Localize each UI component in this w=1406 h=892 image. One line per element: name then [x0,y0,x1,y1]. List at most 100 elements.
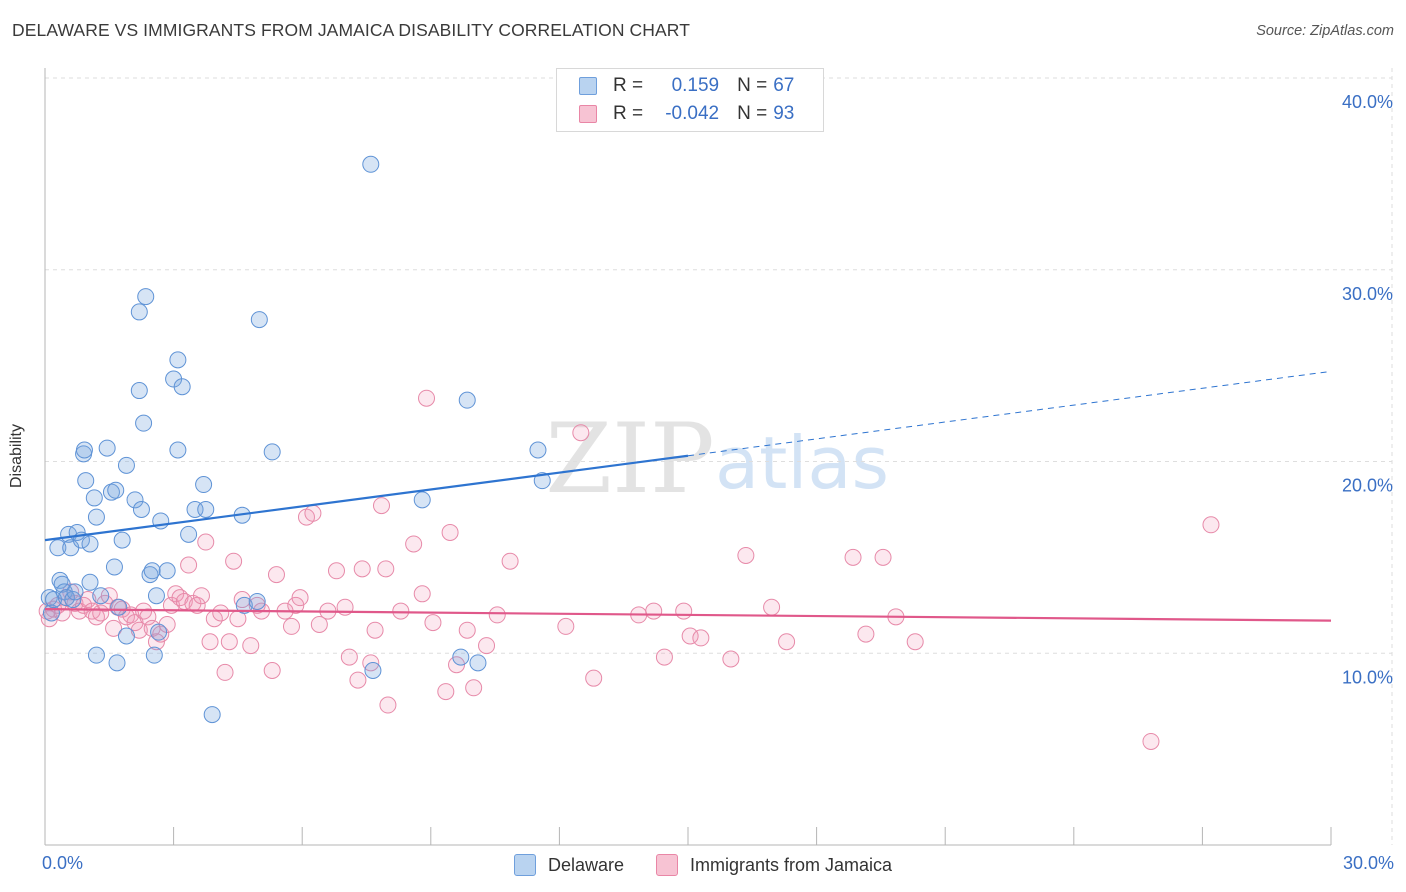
point-jamaica [100,587,118,605]
bottom-legend: Delaware Immigrants from Jamaica [0,852,1406,878]
point-jamaica [197,533,215,551]
point-delaware [57,589,75,607]
legend-n-value: 93 [773,103,795,124]
point-jamaica [675,602,693,620]
point-jamaica [216,663,234,681]
point-delaware [248,592,266,610]
point-delaware [362,155,380,173]
y-tick-label: 40.0% [1342,92,1393,112]
point-delaware [263,443,281,461]
point-delaware [137,288,155,306]
point-jamaica [180,556,198,574]
point-delaware [132,500,150,518]
point-jamaica [874,548,892,566]
point-jamaica [585,669,603,687]
point-delaware [130,303,148,321]
point-delaware [158,562,176,580]
point-jamaica [201,633,219,651]
watermark-atlas: atlas [715,421,889,505]
legend-r-label: R = [613,75,644,96]
point-jamaica [413,585,431,603]
point-jamaica [424,614,442,632]
point-delaware [81,573,99,591]
watermark: ZIP atlas [545,403,889,515]
point-delaware [98,439,116,457]
point-delaware [87,646,105,664]
point-jamaica [488,606,506,624]
point-jamaica [105,619,123,637]
chart-title: DELAWARE VS IMMIGRANTS FROM JAMAICA DISA… [12,20,690,40]
point-delaware [110,598,128,616]
point-jamaica [353,560,371,578]
point-delaware [135,414,153,432]
point-delaware [81,535,99,553]
point-delaware [130,382,148,400]
y-tick-label: 10.0% [1342,667,1393,687]
point-jamaica [655,648,673,666]
point-jamaica [906,633,924,651]
point-jamaica [405,535,423,553]
legend-row-jamaica: R = -0.042 N = 93 [579,100,794,128]
point-jamaica [478,637,496,655]
point-jamaica [192,587,210,605]
x-tick-label: 0.0% [42,853,83,873]
y-tick-label: 30.0% [1342,284,1393,304]
point-delaware [92,587,110,605]
trendline-jamaica [44,608,1332,622]
watermark-zip: ZIP [545,403,714,515]
legend-n-value: 67 [773,75,795,96]
point-delaware [102,483,120,501]
trendline-delaware-extension [687,370,1332,457]
bottom-legend-label: Delaware [547,854,624,875]
point-jamaica [857,625,875,643]
point-jamaica [373,497,391,515]
point-delaware [250,311,268,329]
point-delaware [108,654,126,672]
point-jamaica [242,637,260,655]
point-jamaica [287,596,305,614]
point-delaware [203,706,221,724]
point-jamaica [737,546,755,564]
point-jamaica [291,589,309,607]
point-delaware [77,472,95,490]
point-delaware [458,391,476,409]
point-delaware [364,662,382,680]
point-delaware [235,596,253,614]
point-delaware [197,500,215,518]
point-jamaica [458,621,476,639]
bottom-legend-swatch-jamaica [656,854,678,876]
point-jamaica [681,627,699,645]
point-jamaica [763,598,781,616]
point-delaware [145,646,163,664]
bottom-legend-label: Immigrants from Jamaica [690,854,893,875]
point-jamaica [572,424,590,442]
point-delaware [469,654,487,672]
legend-n-label: N = [737,103,768,124]
point-delaware [105,558,123,576]
point-jamaica [340,648,358,666]
source-label: Source: ZipAtlas.com [1256,23,1394,39]
point-jamaica [96,594,114,612]
point-delaware [529,441,547,459]
point-jamaica [437,683,455,701]
point-jamaica [349,671,367,689]
point-delaware [413,491,431,509]
point-jamaica [304,504,322,522]
bottom-legend-swatch-delaware [513,854,536,876]
point-delaware [143,562,161,580]
point-jamaica [692,629,710,647]
point-jamaica [152,625,170,643]
point-delaware [107,481,125,499]
point-delaware [180,525,198,543]
point-jamaica [225,552,243,570]
point-delaware [126,491,144,509]
point-jamaica [188,596,206,614]
point-delaware [452,648,470,666]
point-delaware [147,587,165,605]
point-delaware [66,583,84,601]
point-jamaica [220,633,238,651]
point-jamaica [377,560,395,578]
point-delaware [150,623,168,641]
point-jamaica [310,615,328,633]
